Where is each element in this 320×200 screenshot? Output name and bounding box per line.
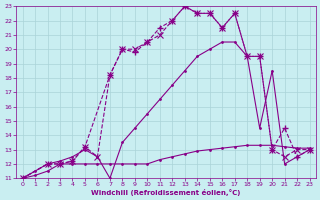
X-axis label: Windchill (Refroidissement éolien,°C): Windchill (Refroidissement éolien,°C) bbox=[92, 189, 241, 196]
